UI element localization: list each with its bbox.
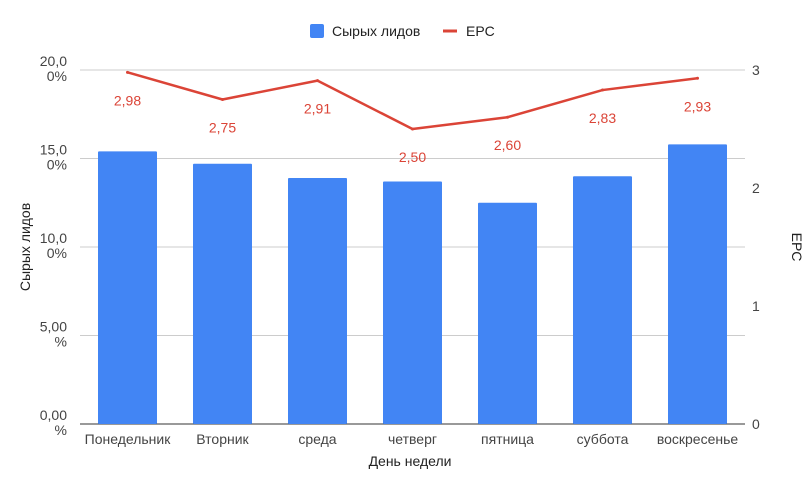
left-axis-tick-label: 0% xyxy=(47,68,67,84)
right-axis-tick-label: 3 xyxy=(752,62,760,78)
left-axis-ticks: 0,00%5,00%10,00%15,00%20,00% xyxy=(40,53,67,438)
bar xyxy=(668,144,727,424)
x-axis-tick-label: суббота xyxy=(577,431,629,447)
left-axis-tick-label: 10,0 xyxy=(40,230,67,246)
legend-swatch-leads xyxy=(310,24,324,38)
bar xyxy=(573,176,632,424)
right-axis-tick-label: 1 xyxy=(752,298,760,314)
left-axis-title: Сырых лидов xyxy=(17,203,33,291)
epc-line-segment xyxy=(601,77,699,92)
bar xyxy=(98,151,157,425)
epc-point xyxy=(506,115,509,119)
bar xyxy=(478,202,537,424)
left-axis-tick-label: % xyxy=(55,422,67,438)
epc-point xyxy=(126,70,129,74)
epc-line-segment xyxy=(411,115,509,131)
line-series xyxy=(126,70,699,131)
left-axis-tick-label: 15,0 xyxy=(40,142,67,158)
left-axis-tick-label: 0% xyxy=(47,245,67,261)
left-axis-tick-label: 0,00 xyxy=(40,407,67,423)
right-axis-tick-label: 2 xyxy=(752,180,760,196)
bar-series xyxy=(98,144,727,425)
x-axis-tick-label: воскресенье xyxy=(657,431,739,447)
epc-data-label: 2,91 xyxy=(304,101,331,117)
legend: Сырых лидов EPC xyxy=(310,23,495,39)
x-axis-tick-label: среда xyxy=(298,431,336,447)
right-axis-title: EPC xyxy=(789,233,805,262)
x-axis-tick-label: пятница xyxy=(481,431,534,447)
epc-line-segment xyxy=(221,79,319,101)
data-labels: 2,98 2,75 2,91 2,50 2,60 2,83 2,93 xyxy=(114,92,711,165)
bar xyxy=(383,181,442,424)
epc-data-label: 2,93 xyxy=(684,98,711,114)
x-axis-ticks: Понедельник Вторник среда четверг пятница суб… xyxy=(85,431,739,447)
epc-point xyxy=(221,98,224,101)
epc-line-segment xyxy=(316,79,414,131)
left-axis-tick-label: 20,0 xyxy=(40,53,67,69)
x-axis-tick-label: Вторник xyxy=(196,431,249,447)
right-axis-ticks: 0 1 2 3 xyxy=(752,62,760,432)
right-axis-tick-label: 0 xyxy=(752,416,760,432)
legend-label-leads: Сырых лидов xyxy=(332,23,420,39)
epc-data-label: 2,83 xyxy=(589,110,616,126)
legend-label-epc: EPC xyxy=(466,23,495,39)
epc-point xyxy=(411,127,414,131)
left-axis-tick-label: % xyxy=(55,334,67,350)
epc-line-segment xyxy=(506,88,604,119)
bar xyxy=(193,163,252,424)
left-axis-tick-label: 5,00 xyxy=(40,319,67,335)
epc-data-label: 2,98 xyxy=(114,92,141,108)
x-axis-tick-label: четверг xyxy=(388,431,437,447)
epc-point xyxy=(696,76,699,80)
epc-data-label: 2,60 xyxy=(494,137,521,153)
epc-point xyxy=(601,88,604,92)
x-axis-title: День недели xyxy=(369,453,452,469)
left-axis-tick-label: 0% xyxy=(47,157,67,173)
bar xyxy=(288,177,347,424)
epc-data-label: 2,75 xyxy=(209,120,236,136)
x-axis-tick-label: Понедельник xyxy=(85,431,172,447)
epc-line-segment xyxy=(126,71,224,101)
epc-data-label: 2,50 xyxy=(399,149,426,165)
epc-point xyxy=(316,79,319,83)
